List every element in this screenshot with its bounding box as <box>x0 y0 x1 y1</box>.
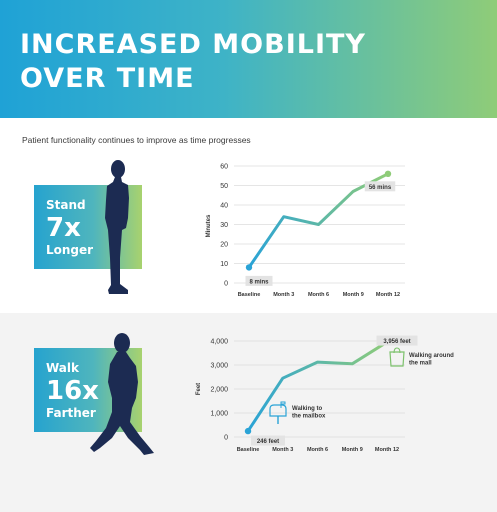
feet-x-tick-label: Month 6 <box>307 447 328 453</box>
minutes-data-point <box>384 170 392 177</box>
feet-data-label: 3,956 feet <box>383 339 410 345</box>
minutes-data-label-bg <box>245 275 273 286</box>
minutes-x-tick-label: Month 12 <box>376 292 400 298</box>
feet-data-label-bg <box>376 335 418 346</box>
minutes-data-label: 8 mins <box>249 279 269 285</box>
feet-data-label-bg <box>251 435 285 446</box>
mailbox-flag <box>280 401 286 408</box>
walk-word: Walk <box>46 361 79 375</box>
minutes-y-tick-label: 10 <box>220 261 228 268</box>
feet-axis-label: Feet <box>196 383 202 395</box>
feet-x-tick-label: Month 9 <box>342 447 363 453</box>
minutes-data-label-bg <box>364 181 396 192</box>
feet-annotation-text: the mall <box>409 361 432 367</box>
feet-y-tick-label: 4,000 <box>210 339 228 346</box>
walk-multiplier: 16x <box>46 376 99 406</box>
minutes-y-tick-label: 50 <box>220 183 228 190</box>
minutes-chart: Minutes 0 10 20 30 40 50 60 Baseline Month 3 Mont… <box>206 164 405 298</box>
standing-person-icon <box>105 160 129 294</box>
minutes-data-label: 56 mins <box>369 185 392 191</box>
stand-panel-text: Stand 7x Longer <box>46 198 93 258</box>
stand-longer-word: Longer <box>46 243 94 257</box>
walk-panel-text: Walk 16x Farther <box>46 361 99 421</box>
stand-word: Stand <box>46 198 86 212</box>
minutes-x-tick-label: Month 6 <box>308 292 329 298</box>
page-title: INCREASED MOBILITY OVER TIME <box>20 28 366 96</box>
mailbox-body <box>269 404 287 417</box>
stand-multiplier: 7x <box>46 213 81 243</box>
minutes-data-point <box>245 264 253 271</box>
minutes-y-tick-label: 30 <box>220 222 228 229</box>
feet-y-tick-label: 2,000 <box>210 387 228 394</box>
feet-data-label: 246 feet <box>257 439 279 445</box>
feet-annotation-text: Walking to <box>292 406 322 412</box>
minutes-y-tick-label: 20 <box>220 242 228 249</box>
feet-annotation-text: the mailbox <box>292 414 326 420</box>
feet-chart: Feet 0 1,000 2,000 3,000 4,000 Baseline Month … <box>196 335 454 453</box>
feet-data-point <box>244 427 252 435</box>
shopping-bag-icon <box>389 347 405 367</box>
feet-x-tick-label: Month 12 <box>375 447 399 453</box>
title-line-1: INCREASED MOBILITY <box>20 29 366 60</box>
minutes-axis-label: Minutes <box>206 214 212 237</box>
page-subtitle: Patient functionality continues to impro… <box>22 135 251 145</box>
minutes-y-tick-label: 0 <box>224 281 228 288</box>
header-banner: INCREASED MOBILITY OVER TIME <box>0 0 497 118</box>
shopping-bag-body <box>389 351 405 367</box>
feet-x-tick-label: Month 3 <box>272 447 293 453</box>
feet-y-tick-label: 0 <box>224 435 228 442</box>
minutes-x-tick-label: Month 9 <box>343 292 364 298</box>
feet-y-tick-label: 1,000 <box>210 411 228 418</box>
walking-person-icon <box>90 333 154 455</box>
mailbox-icon <box>269 401 287 424</box>
feet-series-line <box>246 340 389 433</box>
feet-x-tick-label: Baseline <box>237 447 260 453</box>
minutes-x-tick-label: Month 3 <box>273 292 294 298</box>
walk-farther-word: Farther <box>46 406 96 420</box>
feet-y-tick-label: 3,000 <box>210 363 228 370</box>
title-line-2: OVER TIME <box>20 63 195 94</box>
shopping-bag-handle <box>393 347 401 354</box>
minutes-y-tick-label: 40 <box>220 203 228 210</box>
feet-annotation-text: Walking around <box>409 353 454 359</box>
minutes-y-tick-label: 60 <box>220 164 228 171</box>
minutes-x-tick-label: Baseline <box>238 292 261 298</box>
